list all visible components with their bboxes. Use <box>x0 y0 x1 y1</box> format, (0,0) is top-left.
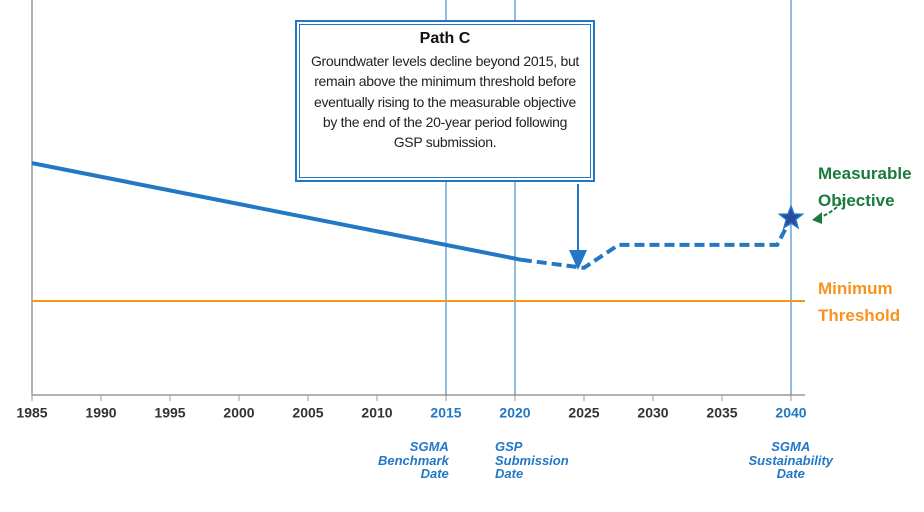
x-tick-label: 2040 <box>775 405 806 421</box>
x-tick-label: 2025 <box>568 405 599 421</box>
milestone-label: SGMA Sustainability Date <box>748 439 834 482</box>
callout-arrowhead <box>569 250 587 270</box>
objective-arrowhead <box>812 212 822 224</box>
objective-star <box>777 203 805 230</box>
callout: Path C Groundwater levels decline beyond… <box>295 20 595 182</box>
callout-text: Groundwater levels decline beyond 2015, … <box>310 53 580 151</box>
line <box>521 217 793 270</box>
x-tick-label: 2035 <box>706 405 737 421</box>
x-tick-label: 2020 <box>499 405 530 421</box>
x-tick-label: 2015 <box>430 405 461 421</box>
x-tick-label: 1985 <box>16 405 47 421</box>
milestone-label: GSP Submission Date <box>495 439 569 482</box>
x-tick-label: 2030 <box>637 405 668 421</box>
x-tick-label: 2010 <box>361 405 392 421</box>
line <box>31 161 523 262</box>
milestone-label: SGMA Benchmark Date <box>378 439 449 482</box>
x-tick-label: 1990 <box>85 405 116 421</box>
objective-label: Measurable Objective <box>818 164 912 211</box>
x-tick-label: 1995 <box>154 405 185 421</box>
x-tick-label: 2005 <box>292 405 323 421</box>
x-tick-label: 2000 <box>223 405 254 421</box>
threshold-label: Minimum Threshold <box>818 278 901 326</box>
callout-title: Path C <box>419 30 471 47</box>
